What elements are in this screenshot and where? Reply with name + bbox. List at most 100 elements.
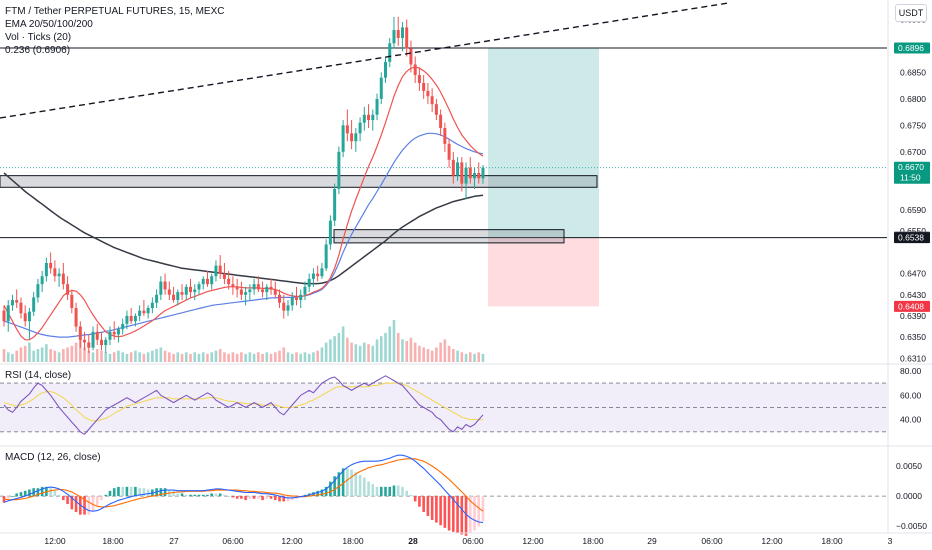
macd-histogram-bar <box>435 496 438 523</box>
volume-bar <box>117 350 120 362</box>
candle-body <box>299 294 303 301</box>
macd-histogram-bar <box>265 496 269 499</box>
volume-bar <box>257 352 260 362</box>
rsi-tick-label: 40.00 <box>900 415 922 425</box>
volume-bar <box>426 349 430 362</box>
macd-histogram-bar <box>108 490 112 497</box>
candle-body <box>417 75 421 83</box>
macd-histogram-bar <box>15 493 19 497</box>
volume-bar <box>303 352 307 362</box>
candle-body <box>307 278 311 287</box>
macd-histogram-bar <box>413 496 417 502</box>
time-tick-label: 18:00 <box>821 536 843 546</box>
macd-tick-label: −0.0050 <box>896 521 927 531</box>
candle-body <box>138 310 142 316</box>
supply-demand-zones <box>0 175 598 244</box>
macd-histogram-bar <box>273 496 277 501</box>
volume-bar <box>66 347 69 362</box>
candle-body <box>227 278 231 285</box>
volume-bar <box>409 337 413 362</box>
volume-bar <box>278 350 281 362</box>
candle-body <box>142 310 146 314</box>
candle-body <box>129 315 133 322</box>
macd-histogram-bar <box>53 490 57 497</box>
candle-body <box>163 281 167 290</box>
candle-body <box>269 286 273 290</box>
rsi-tick-label: 60.00 <box>900 390 922 400</box>
volume-bar <box>481 353 485 362</box>
volume-bar <box>32 350 35 362</box>
pane-separators <box>0 0 932 534</box>
macd-histogram-bar <box>477 496 481 527</box>
volume-bar <box>100 350 103 362</box>
volume-bar <box>375 339 379 362</box>
macd-histogram-bar <box>350 469 353 497</box>
candle-body <box>32 297 36 312</box>
volume-bar <box>206 353 209 362</box>
macd-histogram-bar <box>142 488 146 497</box>
currency-button[interactable]: USDT <box>895 4 927 22</box>
candle-body <box>341 125 345 152</box>
time-tick-label: 29 <box>647 536 657 546</box>
volume-bar <box>23 345 27 362</box>
ema-lines <box>3 66 484 341</box>
position-zones <box>488 48 599 307</box>
macd-histogram-bar <box>36 488 40 497</box>
time-tick-label: 12:00 <box>522 536 544 546</box>
price-axis[interactable]: 0.69500.68500.68000.67500.67000.65900.65… <box>894 14 930 531</box>
candle-body <box>214 265 218 277</box>
time-axis[interactable]: 12:00 18:00 27 06:00 12:00 18:00 28 06:00 12:00 1… <box>44 536 892 546</box>
candle-body <box>261 289 265 293</box>
trendline[interactable] <box>0 2 729 119</box>
macd-histogram-bar <box>184 494 188 497</box>
macd-histogram-bar <box>193 494 197 497</box>
ema-legend[interactable]: EMA 20/50/100/200 <box>5 19 93 30</box>
volume-bar <box>108 353 112 362</box>
candle-body <box>392 30 396 44</box>
macd-histogram-bar <box>379 486 383 497</box>
rsi-ma-line <box>3 382 483 422</box>
time-tick-label: 06:00 <box>701 536 723 546</box>
volume-bar <box>333 336 336 362</box>
volume-bar <box>168 352 171 362</box>
candle-body <box>133 315 137 322</box>
candle-body <box>248 289 252 293</box>
volume-bar <box>40 347 44 362</box>
volume-bar <box>312 352 315 362</box>
volume-bar <box>138 352 141 362</box>
candle-body <box>108 331 112 340</box>
rsi-legend[interactable]: RSI (14, close) <box>5 370 72 381</box>
volume-bar <box>320 347 324 362</box>
candle-body <box>2 310 6 322</box>
macd-legend[interactable]: MACD (12, 26, close) <box>5 452 101 463</box>
candle-body <box>430 96 434 105</box>
macd-histogram-bar <box>481 496 485 522</box>
candle-body <box>197 284 201 290</box>
volume-legend[interactable]: Vol · Ticks (20) <box>5 32 72 43</box>
candle-body <box>252 284 256 290</box>
candle-body <box>70 294 74 308</box>
volume-bar <box>163 350 167 362</box>
symbol-title[interactable]: FTM / Tether PERPETUAL FUTURES, 15, MEXC <box>5 6 225 17</box>
volume-bar <box>265 352 269 362</box>
macd-histogram-bar <box>473 496 476 531</box>
volume-bar <box>295 352 298 362</box>
macd-histogram-bar <box>6 496 10 499</box>
candle-body <box>239 289 243 295</box>
volume-bar <box>2 349 6 362</box>
volume-bar <box>379 336 383 362</box>
volume-bar <box>134 350 137 362</box>
macd-signal-line <box>3 458 484 512</box>
volume-bar <box>53 350 57 362</box>
macd-histogram-bar <box>95 496 99 506</box>
candle-body <box>244 292 248 295</box>
macd-histogram-bar <box>180 493 184 497</box>
macd-histogram-bar <box>49 488 52 497</box>
candle-body <box>273 289 277 295</box>
macd-histogram-bar <box>401 486 404 497</box>
macd-histogram-bar <box>40 486 44 497</box>
macd-histogram-bar <box>358 474 362 497</box>
ema20-line <box>3 66 484 341</box>
volume-bar <box>227 353 230 362</box>
